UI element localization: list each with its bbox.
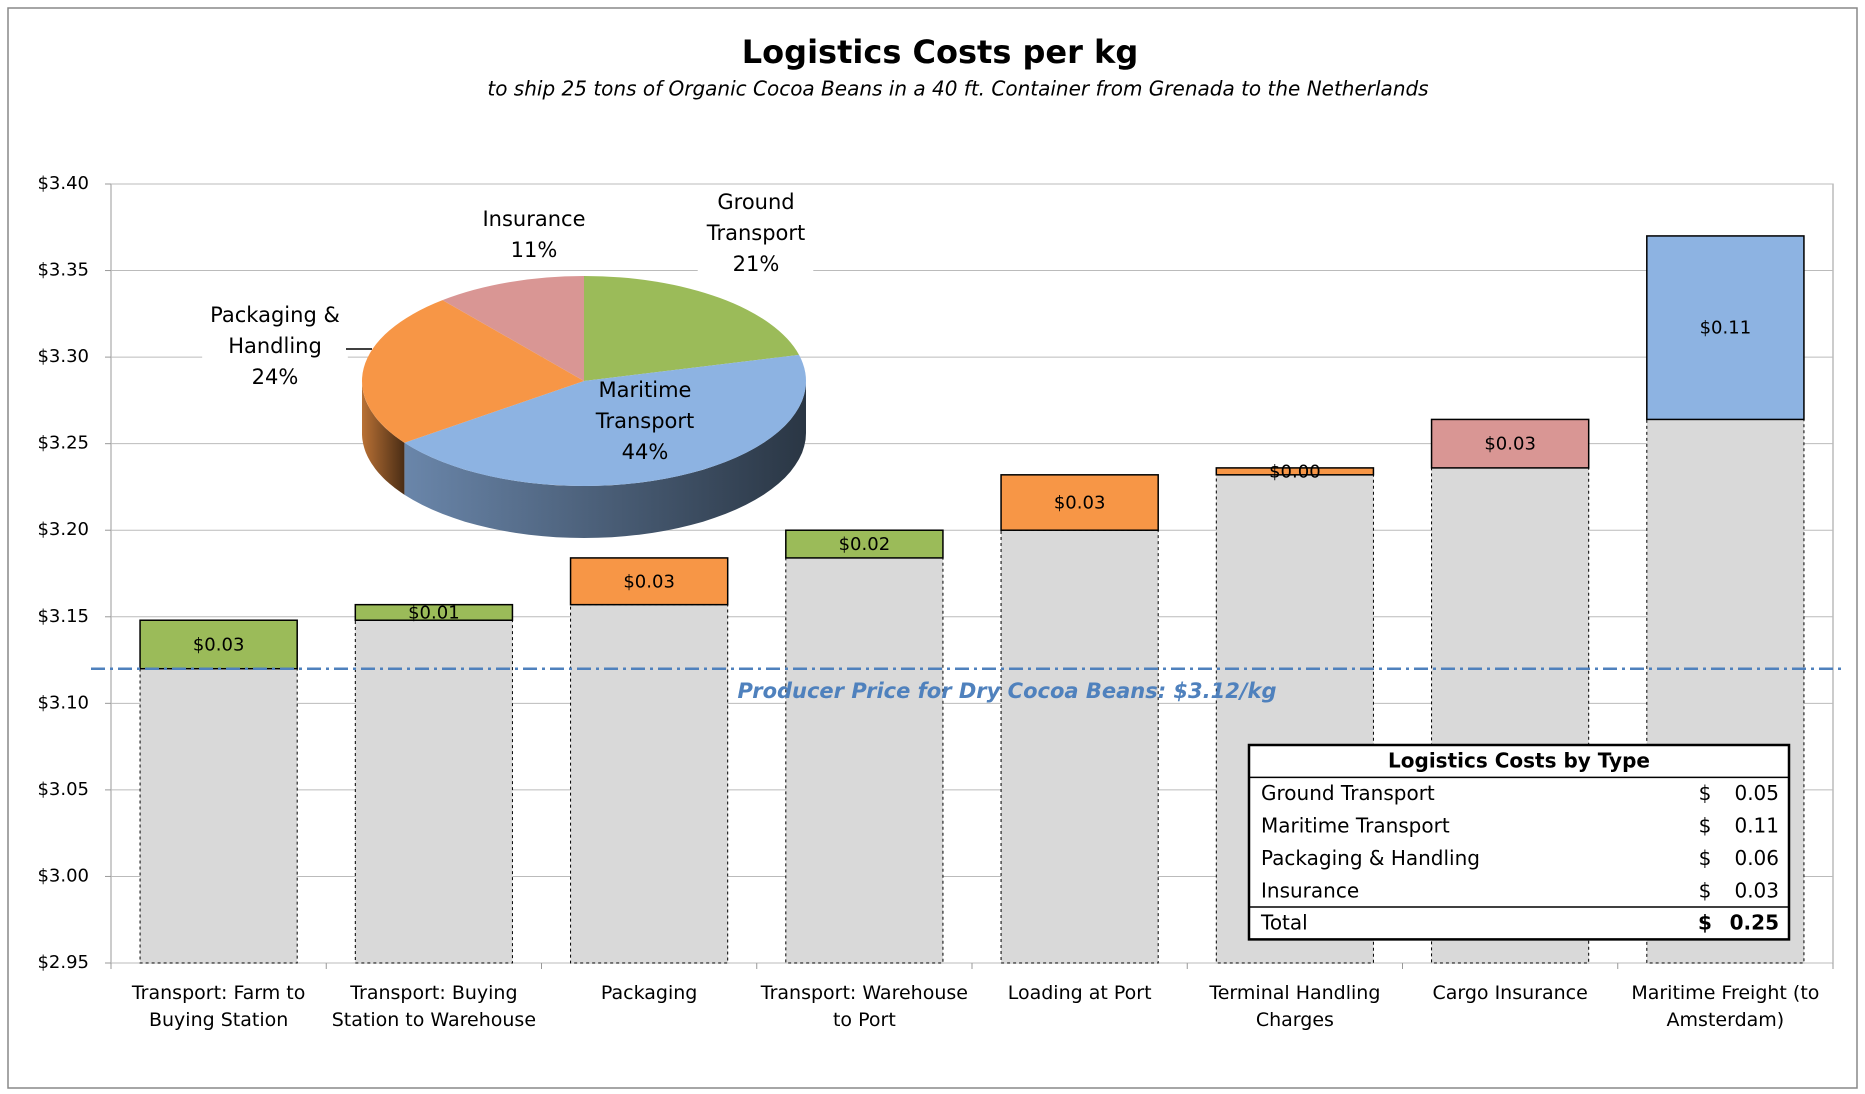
table-cell: Maritime Transport (1261, 814, 1450, 838)
base-bar (785, 557, 944, 964)
y-tick-label: $3.15 (37, 606, 89, 627)
table-cell: 0.25 (1730, 911, 1779, 935)
label: Insurance (482, 207, 585, 231)
y-tick-label: $3.30 (37, 346, 89, 367)
label: Terminal Handling Charges (1208, 982, 1380, 1031)
bar (785, 529, 944, 559)
table-cell: Packaging & Handling (1261, 846, 1480, 870)
pie-value-label: 44% (622, 440, 669, 464)
pie-slice (404, 354, 806, 486)
label: Transport: Farm to Buying Station (131, 982, 306, 1031)
base-bar (354, 619, 513, 964)
pie-value-label: 24% (252, 365, 299, 389)
table-cell: 0.03 (1734, 878, 1779, 902)
bar (1215, 467, 1375, 476)
bar (1000, 474, 1159, 531)
table-title: Logistics Costs by Type (1388, 749, 1650, 773)
label: Packaging (601, 982, 697, 1004)
base-bar (139, 668, 298, 964)
label-bg (697, 186, 814, 283)
value-label: $0.03 (193, 634, 245, 655)
table-cell: $ (1699, 846, 1712, 870)
label-bg (202, 299, 348, 396)
bar (569, 557, 729, 606)
y-tick-label: $2.95 (37, 952, 89, 973)
table-cell: 0.05 (1734, 781, 1779, 805)
value-label: $0.03 (1054, 493, 1106, 514)
bar (1430, 418, 1590, 469)
label: Maritime Transport (595, 378, 695, 433)
chart-subtitle: to ship 25 tons of Organic Cocoa Beans i… (487, 77, 1428, 101)
base-bar (1000, 529, 1159, 964)
label: Transport: Buying Station to Warehouse (332, 982, 536, 1031)
label: Cargo Insurance (1432, 982, 1587, 1004)
bar (1646, 235, 1805, 421)
table-cell: $ (1698, 911, 1712, 935)
y-tick-label: $3.00 (37, 865, 89, 886)
table-cell: 0.06 (1734, 846, 1779, 870)
value-label: $0.00 (1269, 461, 1321, 482)
chart-title: Logistics Costs per kg (742, 33, 1138, 71)
bar (354, 603, 514, 621)
y-tick-label: $3.20 (37, 519, 89, 540)
table-cell: Insurance (1261, 878, 1359, 902)
label: Packaging & Handling (210, 303, 340, 358)
table-cell: 0.11 (1734, 814, 1779, 838)
value-label: $0.03 (623, 571, 675, 592)
pie-value-label: 11% (511, 238, 558, 262)
y-tick-label: $3.40 (37, 173, 89, 194)
table-cell: $ (1699, 878, 1712, 902)
value-label: $0.03 (1484, 434, 1536, 455)
y-tick-label: $3.35 (37, 260, 89, 281)
label: Loading at Port (1008, 982, 1152, 1004)
value-label: $0.11 (1700, 318, 1752, 339)
label: Transport: Warehouse to Port (760, 982, 968, 1031)
table-cell: Ground Transport (1261, 781, 1435, 805)
baseline-annotation: Producer Price for Dry Cocoa Beans: $3.1… (737, 679, 1276, 703)
label: Ground Transport (706, 190, 806, 245)
pie-slice (361, 300, 584, 443)
table-cell: $ (1699, 814, 1712, 838)
pie-side (362, 381, 405, 495)
y-tick-label: $3.05 (37, 779, 89, 800)
base-bar (570, 604, 729, 964)
label-bg (474, 203, 594, 269)
pie-slice (584, 276, 800, 381)
pie-value-label: 21% (733, 252, 780, 276)
y-tick-label: $3.25 (37, 433, 89, 454)
value-label: $0.01 (408, 602, 460, 623)
pie-slice (442, 276, 584, 381)
table-cell: Total (1260, 911, 1308, 935)
pie-side (404, 381, 806, 538)
label: Maritime Freight (to Amsterdam) (1631, 982, 1819, 1031)
table-cell: $ (1699, 781, 1712, 805)
y-tick-label: $3.10 (37, 692, 89, 713)
value-label: $0.02 (839, 534, 891, 555)
